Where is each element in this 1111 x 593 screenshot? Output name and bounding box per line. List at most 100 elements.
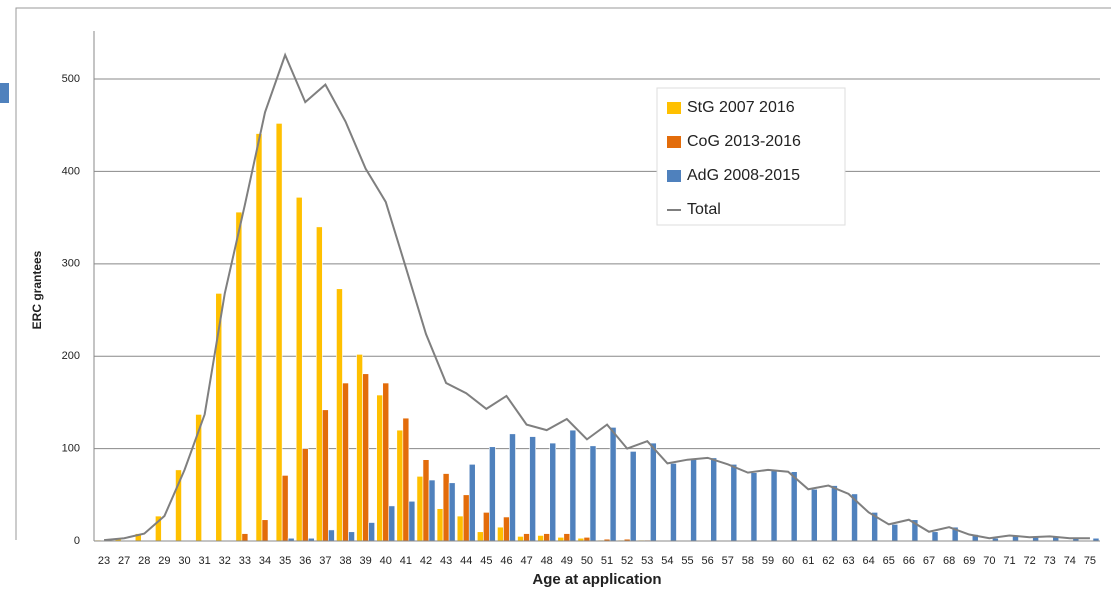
bar bbox=[563, 533, 571, 542]
bar bbox=[931, 531, 939, 542]
x-tick-label: 75 bbox=[1084, 555, 1096, 567]
bar bbox=[436, 508, 444, 542]
x-tick-label: 59 bbox=[762, 555, 774, 567]
bar bbox=[322, 409, 329, 542]
x-tick-label: 33 bbox=[239, 555, 251, 567]
bar bbox=[523, 533, 530, 542]
x-tick-label: 48 bbox=[541, 555, 553, 567]
bar bbox=[529, 436, 536, 542]
bar bbox=[422, 459, 430, 542]
bar bbox=[356, 354, 363, 542]
x-tick-label: 38 bbox=[339, 555, 351, 567]
bar bbox=[388, 505, 396, 542]
x-tick-label: 46 bbox=[500, 555, 512, 567]
x-tick-label: 71 bbox=[1003, 555, 1015, 567]
x-tick-label: 47 bbox=[520, 555, 532, 567]
x-tick-label: 43 bbox=[440, 555, 452, 567]
x-tick-label: 40 bbox=[380, 555, 392, 567]
x-tick-label: 28 bbox=[138, 555, 150, 567]
bar bbox=[376, 394, 384, 542]
bar bbox=[537, 535, 544, 542]
x-tick-label: 74 bbox=[1064, 555, 1076, 567]
x-tick-label: 73 bbox=[1044, 555, 1056, 567]
bar bbox=[569, 429, 577, 542]
x-tick-label: 61 bbox=[802, 555, 814, 567]
bar bbox=[831, 485, 838, 542]
bar bbox=[730, 464, 738, 542]
bar bbox=[348, 531, 355, 542]
bar bbox=[609, 427, 617, 542]
bar bbox=[629, 451, 637, 542]
x-tick-label: 29 bbox=[158, 555, 170, 567]
bar bbox=[328, 529, 335, 542]
legend-box bbox=[656, 87, 846, 226]
y-tick-label: 300 bbox=[62, 258, 80, 270]
x-tick-label: 39 bbox=[359, 555, 371, 567]
bar bbox=[408, 500, 416, 542]
bar bbox=[710, 457, 718, 542]
bar bbox=[770, 469, 778, 542]
bar bbox=[396, 429, 404, 542]
x-axis-label: Age at application bbox=[532, 571, 661, 588]
bar bbox=[456, 515, 464, 542]
x-tick-label: 69 bbox=[963, 555, 975, 567]
bar bbox=[416, 476, 424, 542]
x-tick-label: 35 bbox=[279, 555, 291, 567]
bar bbox=[517, 536, 524, 542]
bar bbox=[362, 373, 369, 542]
bar bbox=[476, 531, 484, 542]
y-tick-label: 500 bbox=[62, 73, 80, 85]
legend-label: AdG 2008-2015 bbox=[687, 167, 800, 184]
x-tick-label: 56 bbox=[702, 555, 714, 567]
x-tick-label: 66 bbox=[903, 555, 915, 567]
bar bbox=[342, 382, 349, 542]
legend-label: CoG 2013-2016 bbox=[687, 133, 801, 150]
x-tick-label: 45 bbox=[480, 555, 492, 567]
x-tick-label: 34 bbox=[259, 555, 271, 567]
bar bbox=[790, 471, 798, 542]
x-tick-label: 50 bbox=[581, 555, 593, 567]
bar bbox=[497, 526, 504, 542]
x-tick-label: 58 bbox=[742, 555, 754, 567]
bar bbox=[295, 197, 303, 542]
legend-swatch bbox=[667, 170, 681, 182]
bar bbox=[489, 446, 496, 542]
bar bbox=[750, 472, 758, 542]
bar bbox=[589, 445, 597, 542]
legend-swatch bbox=[667, 136, 681, 148]
x-tick-label: 42 bbox=[420, 555, 432, 567]
y-axis-label: ERC grantees bbox=[30, 250, 44, 329]
x-tick-label: 62 bbox=[822, 555, 834, 567]
x-tick-label: 57 bbox=[722, 555, 734, 567]
decor-tab bbox=[0, 83, 9, 103]
bar bbox=[402, 417, 410, 542]
bar bbox=[301, 448, 309, 542]
x-tick-label: 65 bbox=[883, 555, 895, 567]
x-tick-label: 37 bbox=[319, 555, 331, 567]
x-tick-label: 68 bbox=[943, 555, 955, 567]
bar bbox=[690, 459, 697, 542]
frame bbox=[15, 7, 1111, 540]
x-tick-label: 55 bbox=[681, 555, 693, 567]
x-tick-label: 51 bbox=[601, 555, 613, 567]
y-tick-label: 400 bbox=[62, 165, 80, 177]
bar bbox=[368, 522, 375, 542]
bar bbox=[448, 482, 456, 542]
bar bbox=[336, 288, 343, 542]
x-tick-label: 44 bbox=[460, 555, 472, 567]
bar bbox=[275, 123, 283, 542]
bar bbox=[810, 488, 818, 542]
y-tick-label: 0 bbox=[74, 535, 80, 547]
total-line bbox=[103, 52, 1090, 542]
x-tick-label: 41 bbox=[400, 555, 412, 567]
bar bbox=[543, 533, 551, 542]
x-tick-label: 36 bbox=[299, 555, 311, 567]
x-tick-label: 31 bbox=[199, 555, 211, 567]
bar bbox=[650, 442, 657, 542]
bar bbox=[670, 463, 677, 542]
bar bbox=[503, 516, 510, 542]
x-tick-label: 30 bbox=[178, 555, 190, 567]
x-tick-label: 63 bbox=[842, 555, 854, 567]
y-tick-label: 100 bbox=[62, 443, 80, 455]
